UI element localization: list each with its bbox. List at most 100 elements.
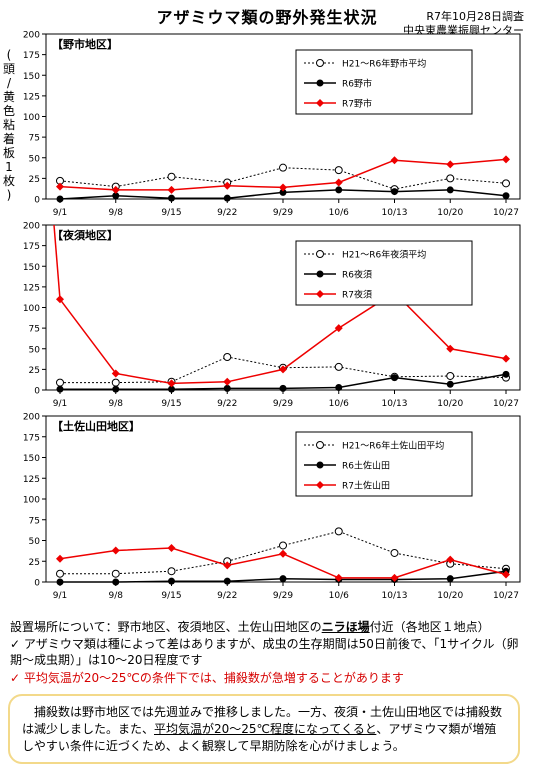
x-tick-label: 9/15	[161, 208, 181, 218]
y-tick-label: 200	[23, 31, 40, 41]
x-tick-label: 9/29	[273, 208, 293, 218]
y-axis-label-char: 1	[5, 160, 13, 174]
data-point-avg	[167, 567, 176, 576]
legend-label: R6土佐山田	[342, 460, 390, 472]
data-point-r7	[279, 365, 287, 374]
data-point-r7	[111, 369, 120, 378]
data-point-r7	[446, 344, 455, 353]
data-point-avg	[56, 378, 64, 387]
data-point-r6	[168, 194, 175, 202]
data-point-r6	[168, 577, 175, 585]
x-tick-label: 10/20	[437, 208, 463, 218]
y-axis-label-char: /	[6, 76, 12, 90]
data-point-r6	[223, 194, 231, 202]
x-tick-label: 10/20	[437, 591, 463, 601]
data-point-r7	[167, 185, 176, 194]
summary-text-3: 、アザミウマ類が増殖しやすい条件に近づくため、よく観察して早期防除を心がけましょ…	[22, 722, 497, 753]
bullet-temperature: ✓ 平均気温が20～25℃の条件下では、捕殺数が急増することがあります	[10, 671, 404, 685]
data-point-r6	[391, 188, 398, 196]
data-point-r6	[56, 195, 64, 203]
data-point-avg	[334, 527, 343, 536]
legend-marker	[316, 441, 324, 449]
x-tick-label: 10/6	[329, 208, 349, 218]
data-point-r6	[335, 186, 343, 194]
x-tick-label: 9/22	[217, 208, 237, 218]
legend-label: R6夜須	[342, 269, 372, 281]
summary-box: 捕殺数は野市地区では先週並みで推移しました。一方、夜須・土佐山田地区では捕殺数は…	[8, 694, 520, 764]
y-axis-label-char: 黄	[2, 90, 15, 104]
data-point-r6	[446, 575, 454, 583]
x-tick-label: 10/27	[493, 591, 519, 601]
legend-marker	[316, 461, 324, 469]
x-tick-label: 9/29	[273, 399, 293, 409]
installation-prefix: 設置場所について：野市地区、夜須地区、土佐山田地区の	[10, 620, 322, 634]
legend-label: H21～R6年土佐山田平均	[342, 440, 444, 452]
data-point-r6	[279, 384, 287, 392]
data-point-r7	[334, 178, 343, 187]
legend-marker	[316, 59, 324, 67]
y-axis-label-char: 板	[2, 146, 15, 160]
legend-marker	[316, 270, 324, 278]
x-tick-label: 10/27	[493, 208, 519, 218]
y-tick-label: 75	[29, 325, 40, 335]
legend-marker	[316, 250, 324, 258]
y-tick-label: 75	[29, 134, 40, 144]
data-point-r6	[446, 380, 454, 388]
y-axis-label-char: )	[6, 188, 12, 202]
chart-panel-2: 0 25 50 75 100 125 150 175 200 9/1 9/8 9/15 9/22 9/29…	[23, 222, 521, 409]
y-axis-label-char: 着	[2, 132, 15, 146]
y-tick-label: 50	[29, 345, 41, 355]
data-point-r6	[112, 192, 120, 200]
data-point-r7	[502, 354, 510, 363]
chart-panel-3: 0 25 50 75 100 125 150 175 200 9/1 9/8 9/15 9/22 9/29…	[23, 413, 521, 601]
data-point-r7	[279, 549, 287, 558]
data-point-r7	[223, 561, 232, 570]
y-tick-label: 75	[29, 516, 40, 526]
series-line-lead	[53, 224, 61, 300]
data-point-avg	[223, 353, 232, 361]
y-tick-label: 200	[23, 413, 40, 423]
data-point-r6	[112, 578, 120, 586]
y-axis-label-char: 枚	[2, 174, 15, 188]
data-point-r7	[167, 543, 176, 552]
x-tick-label: 10/27	[493, 399, 519, 409]
y-axis-label-char: 頭	[2, 62, 15, 76]
series-line-avg	[60, 530, 507, 575]
data-point-avg	[167, 172, 176, 181]
x-tick-label: 10/13	[382, 591, 408, 601]
data-point-r6	[56, 578, 64, 586]
data-point-avg	[111, 378, 120, 387]
x-tick-label: 10/13	[382, 208, 408, 218]
legend-marker	[316, 79, 324, 87]
data-point-r7	[56, 295, 64, 304]
x-tick-label: 9/1	[53, 399, 67, 409]
y-tick-label: 100	[23, 496, 40, 506]
y-axis-label-char: 色	[2, 104, 15, 118]
charts-area: 0 25 50 75 100 125 150 175 200 9/1 9/8 9/15 9/22 9/29…	[23, 31, 521, 601]
y-tick-label: 150	[23, 454, 40, 464]
data-point-r7	[334, 324, 343, 333]
data-point-avg	[111, 569, 120, 578]
x-tick-label: 9/8	[109, 399, 124, 409]
data-point-r7	[446, 555, 455, 564]
data-point-r6	[112, 385, 120, 393]
legend-label: H21～R6年夜須平均	[342, 249, 426, 261]
page-title: アザミウマ類の野外発生状況	[156, 8, 378, 27]
survey-date: R7年10月28日調査	[426, 10, 524, 23]
data-point-r6	[391, 374, 398, 382]
data-point-avg	[390, 548, 399, 557]
chart-panel-1: 0 25 50 75 100 125 150 175 200 9/1 9/8 9/15 9/22 9/29…	[23, 31, 521, 218]
x-tick-label: 9/22	[217, 591, 237, 601]
x-tick-label: 9/8	[109, 591, 124, 601]
y-tick-label: 25	[29, 558, 40, 568]
legend-label: R7土佐山田	[342, 480, 390, 492]
y-tick-label: 125	[23, 283, 40, 293]
data-point-r7	[279, 183, 287, 192]
data-point-r7	[56, 554, 64, 563]
y-axis-label: (頭 / 黄色粘着板 1 枚)	[2, 48, 16, 202]
y-tick-label: 50	[29, 537, 41, 547]
data-point-r6	[168, 385, 175, 393]
data-point-r7	[56, 182, 64, 191]
installation-suffix: 付近（各地区１地点）	[369, 620, 490, 634]
y-tick-label: 125	[23, 475, 40, 485]
